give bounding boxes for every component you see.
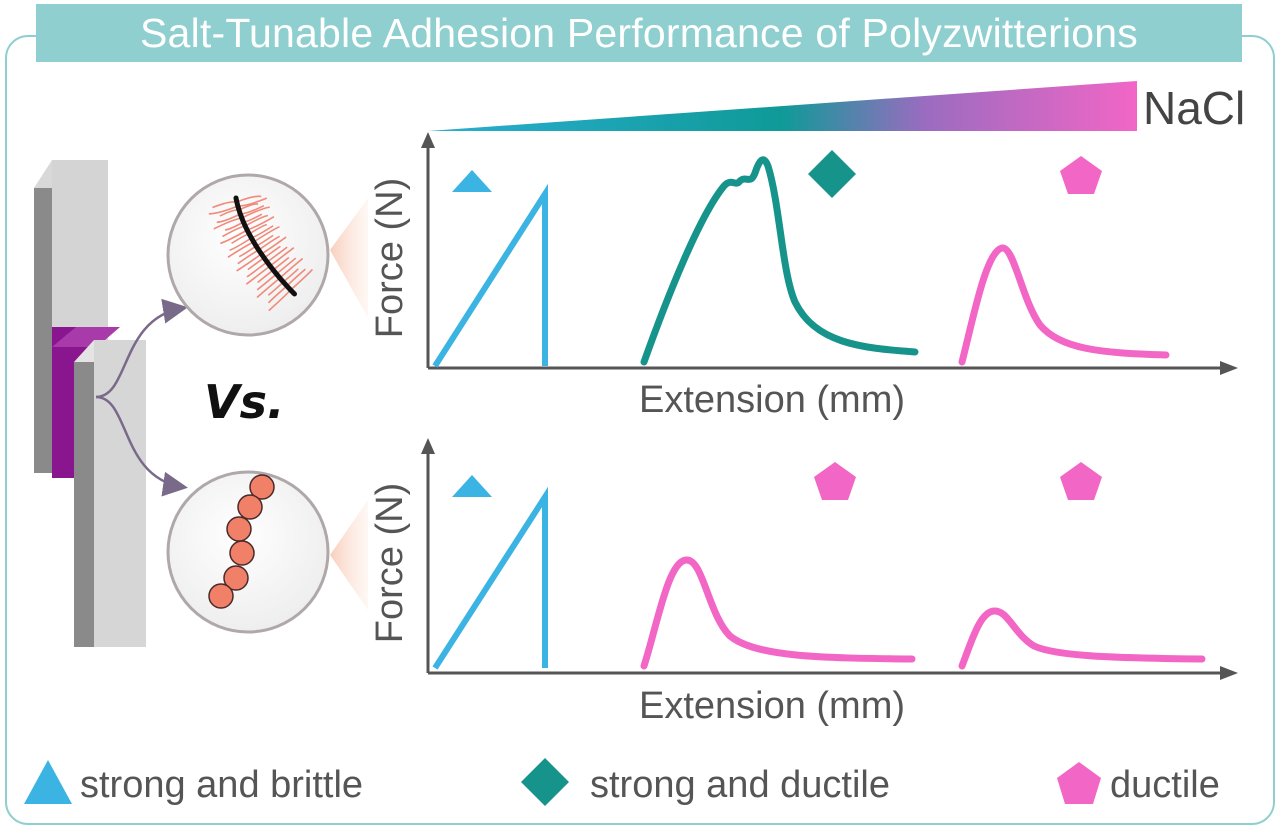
vs-label: Vs. — [204, 375, 284, 429]
brush-side-chain — [220, 229, 248, 245]
marker-pentagon-bottom-2 — [814, 462, 856, 500]
brush-side-chain — [253, 225, 280, 243]
y-axis-label-top: Force (N) — [369, 178, 411, 338]
brush-side-chain — [282, 268, 299, 283]
brush-side-chain — [258, 235, 280, 251]
brush-side-chain — [229, 237, 252, 252]
brush-side-chain — [238, 203, 259, 211]
x-axis-label-top: Extension (mm) — [639, 379, 905, 421]
force-extension-chart-bottom: Force (N) Extension (mm) — [369, 438, 1238, 727]
x-axis-arrowhead-bottom — [1220, 666, 1238, 680]
brush-side-chain — [238, 245, 257, 258]
x-axis-label-bottom: Extension (mm) — [639, 685, 905, 727]
brush-side-chain — [236, 195, 262, 203]
curve-brittle-bottom — [432, 486, 548, 670]
curve-strong-ductile-top — [640, 156, 919, 366]
x-axis-arrowhead-top — [1220, 361, 1238, 375]
y-axis-arrowhead-top — [421, 132, 435, 148]
curve-ductile-top — [958, 244, 1170, 366]
legend-label-strong-brittle: strong and brittle — [80, 764, 363, 806]
y-axis-arrowhead-bottom — [421, 438, 435, 454]
brush-side-chain — [241, 206, 270, 219]
nacl-label: NaCl — [1143, 82, 1245, 134]
zoom-beam-bottom — [330, 500, 368, 610]
brush-side-chain — [224, 221, 244, 231]
figure-title: Salt-Tunable Adhesion Performance of Pol… — [36, 4, 1242, 62]
brush-side-chain — [275, 257, 297, 275]
bead-chain-icon — [208, 474, 275, 609]
brush-side-chain — [267, 285, 288, 304]
legend-label-ductile: ductile — [1110, 764, 1220, 806]
brush-backbone — [233, 195, 297, 297]
nacl-gradient-wedge — [428, 81, 1137, 131]
brush-side-chain — [216, 213, 241, 224]
marker-pentagon-bottom-3 — [1060, 462, 1102, 500]
brush-polymer-zoom-circle — [166, 173, 330, 337]
zoom-beam-top — [330, 198, 368, 318]
diamond-icon — [521, 758, 569, 806]
legend-item-strong-ductile: strong and ductile — [521, 758, 890, 806]
brush-side-chain — [248, 223, 268, 235]
lap-joint-illustration — [34, 160, 146, 647]
brush-side-chain — [290, 268, 314, 291]
legend-item-strong-brittle: strong and brittle — [24, 760, 363, 806]
brush-side-chain — [269, 247, 295, 267]
brush-side-chain — [257, 269, 274, 284]
arrow-to-beads — [95, 395, 188, 497]
brush-side-chain — [256, 277, 281, 299]
y-axis-label-bottom: Force (N) — [369, 483, 411, 643]
triangle-icon — [24, 760, 72, 804]
legend-item-ductile: ductile — [1057, 762, 1220, 806]
legend: strong and brittle strong and ductile du… — [24, 758, 1220, 806]
curve-ductile-bottom-1 — [640, 556, 916, 670]
marker-diamond-top-2 — [808, 150, 856, 198]
brush-side-chain — [246, 261, 268, 278]
brush-side-chain — [208, 205, 239, 215]
legend-label-strong-ductile: strong and ductile — [590, 764, 890, 806]
brush-side-chain — [236, 253, 262, 272]
curve-ductile-bottom-2 — [958, 607, 1206, 670]
curve-brittle-top — [432, 183, 548, 368]
brush-side-chain — [244, 214, 269, 227]
brush-polymer-icon — [208, 195, 314, 312]
marker-triangle-bottom-1 — [452, 475, 492, 497]
brush-side-chain — [263, 245, 281, 259]
force-extension-chart-top: Force (N) Extension (mm) — [369, 132, 1238, 421]
pentagon-icon — [1057, 762, 1101, 804]
marker-pentagon-top-3 — [1060, 156, 1102, 194]
arrow-to-brush — [95, 298, 188, 399]
marker-triangle-top-1 — [452, 170, 492, 192]
